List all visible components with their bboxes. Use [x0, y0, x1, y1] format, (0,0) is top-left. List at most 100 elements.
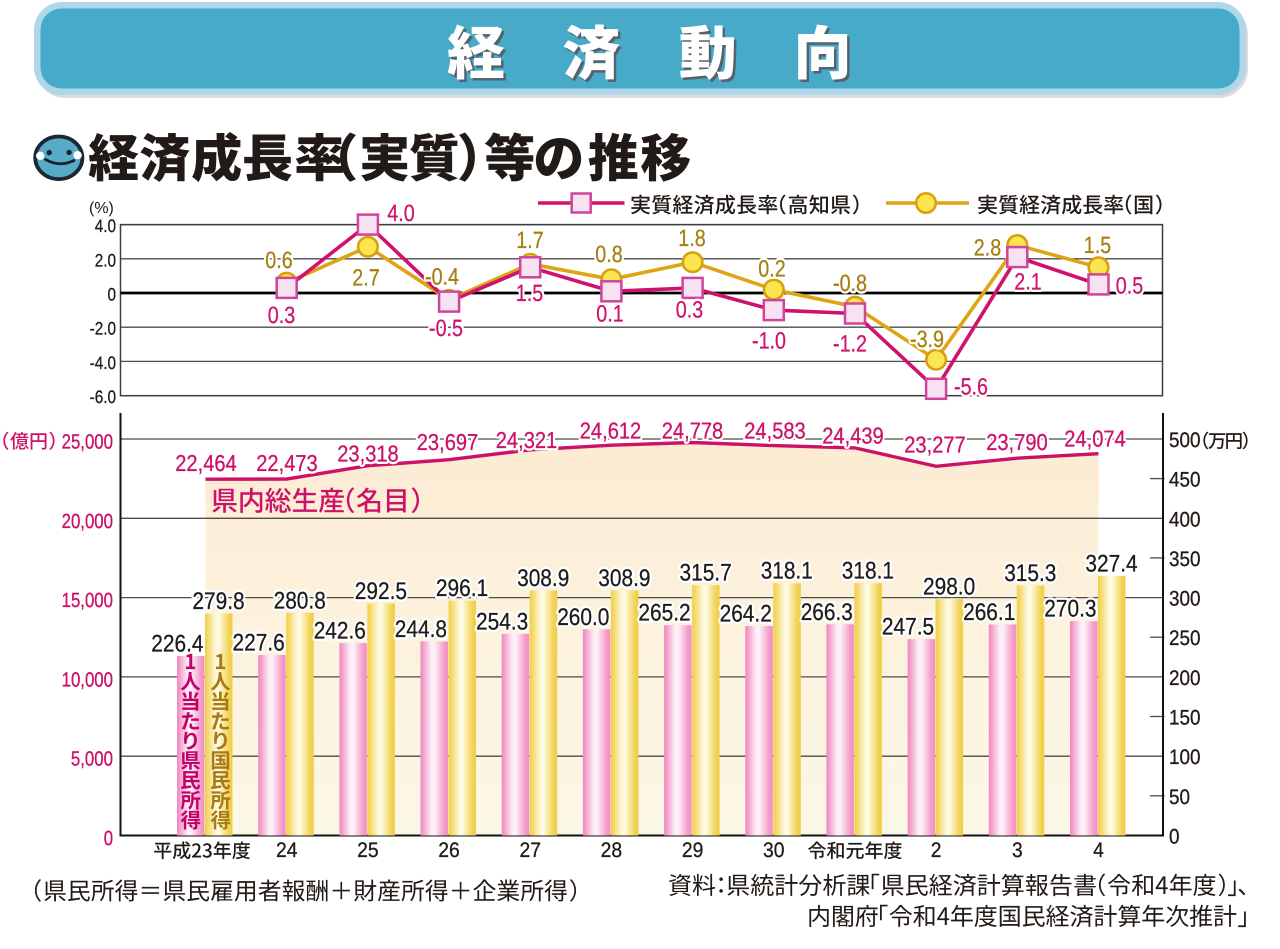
- svg-text:227.6: 227.6: [233, 630, 285, 657]
- svg-text:24,074: 24,074: [1064, 426, 1126, 452]
- svg-text:0.2: 0.2: [758, 256, 785, 282]
- svg-text:22,473: 22,473: [256, 450, 318, 476]
- svg-text:2.1: 2.1: [1014, 269, 1041, 295]
- svg-text:315.7: 315.7: [680, 560, 732, 587]
- svg-text:226.4: 226.4: [151, 631, 203, 658]
- svg-text:22,464: 22,464: [175, 450, 237, 476]
- svg-text:150: 150: [1169, 707, 1201, 730]
- svg-text:-1.2: -1.2: [833, 331, 867, 357]
- svg-text:227.6: 227.6: [233, 630, 285, 657]
- svg-text:3: 3: [1012, 839, 1023, 862]
- svg-text:1.7: 1.7: [516, 227, 543, 253]
- svg-text:(%): (%): [89, 200, 114, 217]
- svg-text:23,277: 23,277: [904, 432, 966, 458]
- svg-text:1.8: 1.8: [678, 225, 705, 251]
- svg-text:24: 24: [276, 839, 298, 862]
- svg-text:254.3: 254.3: [476, 608, 528, 635]
- svg-text:2.0: 2.0: [95, 250, 116, 270]
- svg-text:308.9: 308.9: [598, 565, 650, 592]
- svg-text:-0.4: -0.4: [425, 264, 459, 290]
- svg-text:15,000: 15,000: [62, 589, 113, 612]
- svg-text:23,697: 23,697: [417, 429, 479, 455]
- svg-text:0: 0: [1169, 826, 1180, 849]
- svg-text:-2.0: -2.0: [90, 319, 116, 339]
- svg-text:-3.9: -3.9: [910, 326, 944, 352]
- svg-text:2.1: 2.1: [1014, 269, 1041, 295]
- svg-text:4.0: 4.0: [95, 216, 116, 236]
- svg-text:24,778: 24,778: [662, 417, 724, 443]
- svg-text:26: 26: [438, 839, 460, 862]
- svg-text:24,583: 24,583: [744, 417, 806, 443]
- svg-text:327.4: 327.4: [1085, 550, 1137, 577]
- svg-text:0.3: 0.3: [268, 302, 295, 328]
- svg-text:244.8: 244.8: [395, 616, 447, 643]
- svg-text:0.8: 0.8: [595, 241, 622, 267]
- svg-text:0.6: 0.6: [265, 247, 292, 273]
- svg-text:-0.8: -0.8: [833, 270, 867, 296]
- svg-text:242.6: 242.6: [314, 618, 366, 645]
- svg-text:-5.6: -5.6: [954, 374, 988, 400]
- svg-text:242.6: 242.6: [314, 618, 366, 645]
- svg-text:450: 450: [1169, 469, 1201, 492]
- svg-text:10,000: 10,000: [62, 668, 113, 691]
- svg-text:5,000: 5,000: [71, 748, 113, 771]
- svg-text:0.3: 0.3: [268, 302, 295, 328]
- svg-text:4: 4: [1093, 839, 1104, 862]
- svg-text:315.3: 315.3: [1004, 560, 1056, 587]
- svg-text:23,318: 23,318: [337, 441, 399, 467]
- svg-text:28: 28: [601, 839, 623, 862]
- svg-text:264.2: 264.2: [720, 601, 772, 628]
- svg-text:24,321: 24,321: [496, 427, 558, 453]
- svg-text:318.1: 318.1: [842, 558, 894, 585]
- svg-text:24,074: 24,074: [1064, 426, 1126, 452]
- svg-text:318.1: 318.1: [842, 558, 894, 585]
- svg-text:23,697: 23,697: [417, 429, 479, 455]
- svg-text:250: 250: [1169, 627, 1201, 650]
- svg-text:0.8: 0.8: [595, 241, 622, 267]
- svg-text:29: 29: [682, 839, 704, 862]
- svg-text:1.5: 1.5: [1084, 232, 1111, 258]
- svg-text:350: 350: [1169, 548, 1201, 571]
- svg-text:22,464: 22,464: [175, 450, 237, 476]
- svg-text:200: 200: [1169, 667, 1201, 690]
- svg-text:24,439: 24,439: [822, 423, 884, 449]
- svg-text:-1.2: -1.2: [833, 331, 867, 357]
- svg-text:25,000: 25,000: [62, 431, 113, 454]
- svg-text:4.0: 4.0: [387, 200, 414, 226]
- svg-text:24,583: 24,583: [744, 417, 806, 443]
- svg-text:1.5: 1.5: [516, 280, 543, 306]
- svg-text:30: 30: [763, 839, 785, 862]
- svg-text:292.5: 292.5: [355, 578, 407, 605]
- svg-text:266.1: 266.1: [963, 599, 1015, 626]
- svg-text:-5.6: -5.6: [954, 374, 988, 400]
- svg-text:0.3: 0.3: [676, 297, 703, 323]
- svg-text:0: 0: [108, 285, 117, 305]
- svg-text:2.7: 2.7: [352, 265, 379, 291]
- svg-text:296.1: 296.1: [436, 575, 488, 602]
- svg-text:298.0: 298.0: [923, 574, 975, 601]
- svg-text:265.2: 265.2: [638, 600, 690, 627]
- svg-text:270.3: 270.3: [1044, 596, 1096, 623]
- svg-text:23,277: 23,277: [904, 432, 966, 458]
- svg-text:265.2: 265.2: [638, 600, 690, 627]
- svg-text:0.5: 0.5: [1116, 273, 1143, 299]
- svg-text:266.3: 266.3: [801, 599, 853, 626]
- svg-text:270.3: 270.3: [1044, 596, 1096, 623]
- svg-text:280.8: 280.8: [274, 587, 326, 614]
- svg-text:296.1: 296.1: [436, 575, 488, 602]
- svg-text:23,318: 23,318: [337, 441, 399, 467]
- svg-text:280.8: 280.8: [274, 587, 326, 614]
- svg-text:23,790: 23,790: [986, 429, 1048, 455]
- svg-text:254.3: 254.3: [476, 608, 528, 635]
- svg-text:27: 27: [519, 839, 541, 862]
- svg-text:318.1: 318.1: [761, 558, 813, 585]
- svg-text:247.5: 247.5: [882, 614, 934, 641]
- svg-text:0.1: 0.1: [596, 301, 623, 327]
- svg-text:-4.0: -4.0: [90, 353, 116, 373]
- svg-text:315.3: 315.3: [1004, 560, 1056, 587]
- svg-text:-0.4: -0.4: [425, 264, 459, 290]
- svg-text:247.5: 247.5: [882, 614, 934, 641]
- svg-text:308.9: 308.9: [598, 565, 650, 592]
- svg-text:50: 50: [1169, 786, 1190, 809]
- svg-text:24,321: 24,321: [496, 427, 558, 453]
